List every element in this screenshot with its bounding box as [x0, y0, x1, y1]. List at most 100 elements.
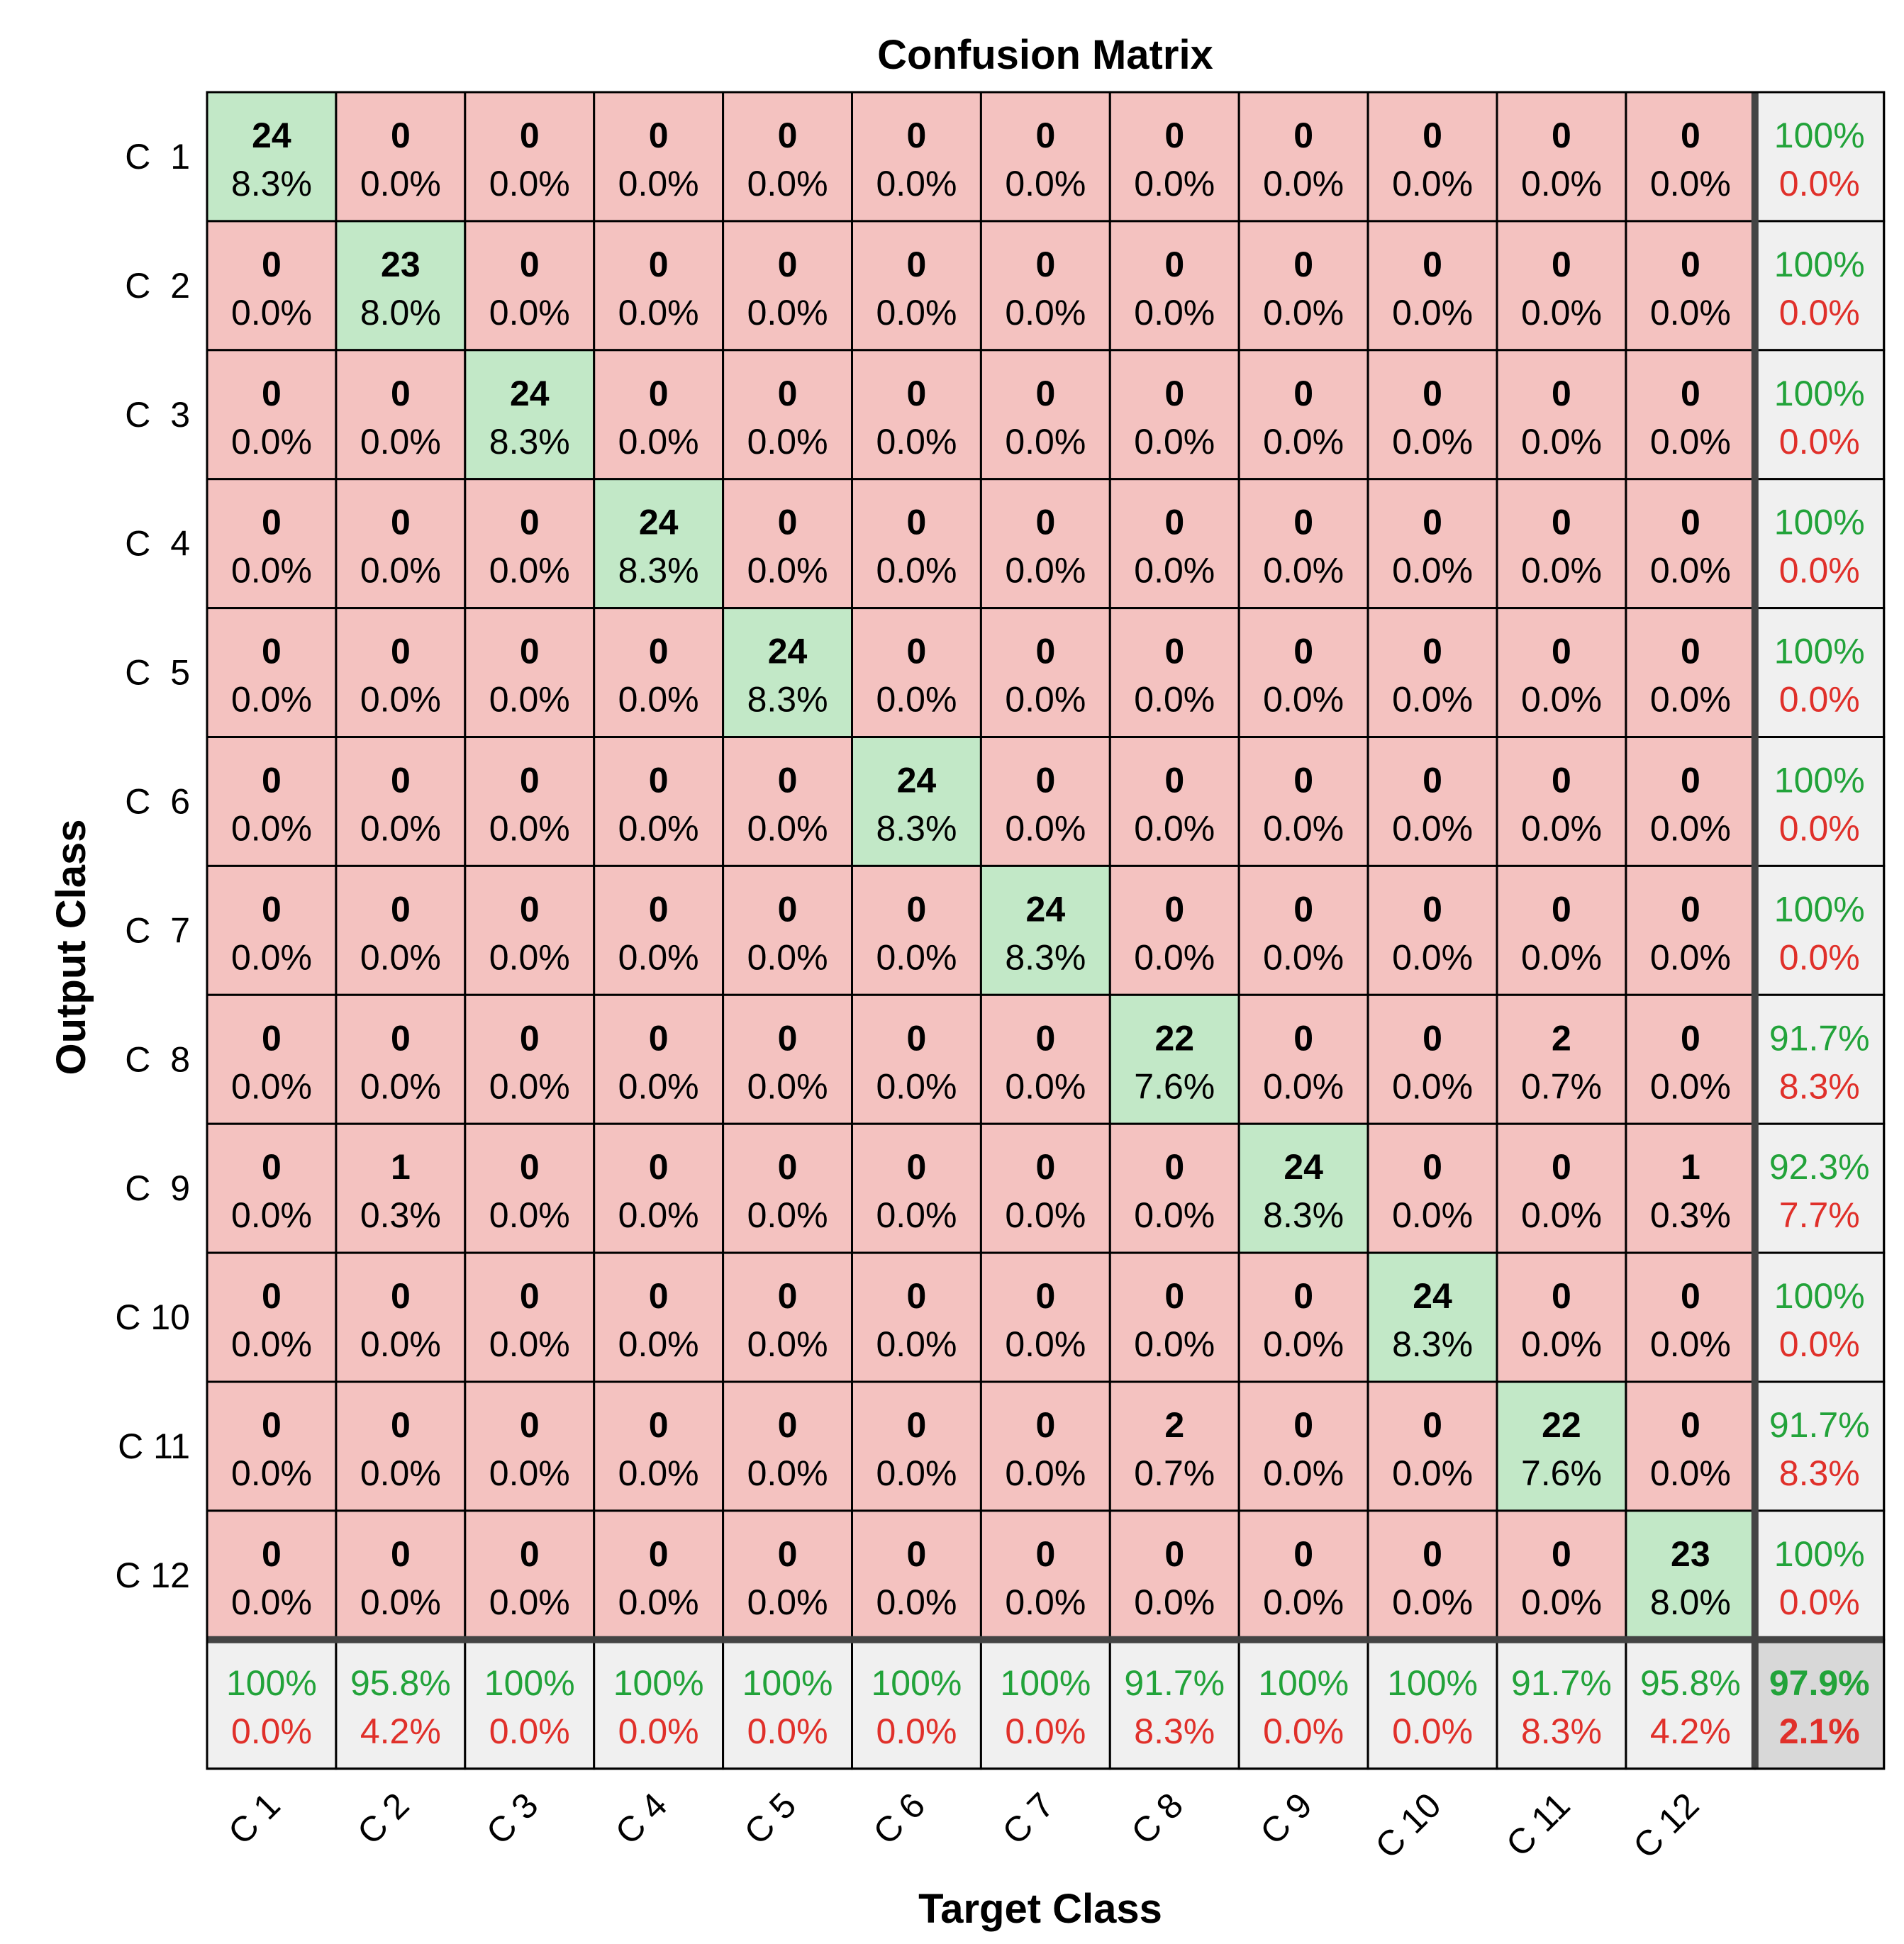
error-cell: [722, 1251, 853, 1383]
error-cell: [206, 349, 338, 481]
col-summary-cell: [1366, 1638, 1498, 1770]
cell-percent: 0.0%: [1134, 293, 1215, 333]
error-cell: [335, 607, 467, 738]
row-summary-error: 0.0%: [1779, 293, 1860, 333]
error-cell: [206, 736, 338, 867]
cell-count: 0: [907, 245, 927, 284]
cell-percent: 0.0%: [1650, 1324, 1731, 1364]
cell-count: 0: [1164, 503, 1184, 542]
error-cell: [593, 736, 725, 867]
cell-percent: 0.0%: [1392, 1195, 1473, 1235]
x-axis-label: Target Class: [918, 1886, 1162, 1932]
cell-percent: 0.0%: [1392, 1453, 1473, 1493]
col-summary-error: 4.2%: [1650, 1711, 1731, 1751]
cell-count: 0: [778, 245, 798, 284]
row-tick-label: C 1: [125, 137, 190, 177]
col-tick-label: C 5: [737, 1785, 804, 1853]
error-cell: [851, 993, 982, 1125]
row-tick-label: C 12: [115, 1555, 190, 1595]
row-summary-error: 0.0%: [1779, 1324, 1860, 1364]
cell-count: 0: [907, 1405, 927, 1445]
cell-count: 22: [1542, 1405, 1581, 1445]
cell-percent: 0.0%: [1005, 164, 1086, 203]
cell-count: 0: [262, 889, 282, 929]
cell-count: 0: [391, 374, 411, 413]
cell-percent: 0.0%: [1005, 293, 1086, 333]
cell-count: 0: [649, 1534, 669, 1574]
cell-count: 0: [649, 1018, 669, 1058]
cell-percent: 0.0%: [876, 680, 957, 720]
cell-count: 0: [262, 245, 282, 284]
cell-count: 0: [1423, 761, 1442, 800]
cell-count: 0: [1552, 116, 1571, 155]
col-summary-correct: 100%: [1387, 1663, 1478, 1703]
cell-count: 0: [1164, 889, 1184, 929]
cell-percent: 8.0%: [360, 293, 441, 333]
error-cell: [722, 736, 853, 867]
row-tick-label: C 6: [125, 781, 190, 821]
cell-count: 24: [639, 503, 679, 542]
cell-count: 0: [1293, 245, 1313, 284]
error-cell: [464, 478, 596, 610]
cell-count: 0: [907, 1018, 927, 1058]
error-cell: [464, 1251, 596, 1383]
cell-percent: 8.3%: [747, 680, 828, 720]
cell-count: 0: [1293, 761, 1313, 800]
error-cell: [1366, 736, 1498, 867]
cell-count: 0: [1035, 1147, 1055, 1187]
cell-percent: 0.0%: [618, 293, 699, 333]
cell-count: 0: [778, 1147, 798, 1187]
cell-percent: 0.0%: [1005, 422, 1086, 462]
cell-count: 0: [649, 374, 669, 413]
error-cell: [593, 1251, 725, 1383]
cell-percent: 0.0%: [1005, 1324, 1086, 1364]
cell-percent: 0.0%: [1392, 809, 1473, 849]
col-summary-correct: 91.7%: [1124, 1663, 1225, 1703]
cell-percent: 0.0%: [489, 809, 570, 849]
cell-count: 0: [907, 1276, 927, 1316]
error-cell: [979, 736, 1111, 867]
cell-count: 0: [1035, 761, 1055, 800]
correct-cell: [593, 478, 725, 610]
cell-count: 0: [262, 503, 282, 542]
row-summary-error: 8.3%: [1779, 1066, 1860, 1106]
cell-percent: 0.0%: [1263, 1582, 1344, 1622]
cell-count: 0: [649, 632, 669, 671]
error-cell: [722, 349, 853, 481]
cell-count: 24: [1413, 1276, 1452, 1316]
cell-count: 0: [520, 503, 540, 542]
cell-percent: 0.0%: [747, 937, 828, 977]
error-cell: [851, 478, 982, 610]
cell-count: 1: [1681, 1147, 1700, 1187]
cell-percent: 0.0%: [1392, 551, 1473, 591]
error-cell: [1237, 993, 1369, 1125]
cell-count: 0: [1164, 632, 1184, 671]
cell-percent: 0.0%: [1005, 1195, 1086, 1235]
cell-percent: 0.0%: [876, 1066, 957, 1106]
cell-percent: 0.0%: [489, 1324, 570, 1364]
cell-count: 0: [1164, 374, 1184, 413]
cell-percent: 0.0%: [1650, 1453, 1731, 1493]
cell-count: 0: [649, 1147, 669, 1187]
correct-cell: [1108, 993, 1240, 1125]
cell-count: 0: [1293, 1405, 1313, 1445]
correct-cell: [1366, 1251, 1498, 1383]
matrix-cells: 24 8.3% 0 0.0% 0 0.0% 0 0.0% 0 0.0% 0 0.0% 0 0.0% 0 0.0…: [206, 91, 1886, 1770]
error-cell: [593, 220, 725, 352]
cell-percent: 0.0%: [1005, 1066, 1086, 1106]
error-cell: [464, 1122, 596, 1254]
cell-percent: 0.0%: [1134, 809, 1215, 849]
error-cell: [1496, 736, 1627, 867]
cell-count: 0: [1164, 245, 1184, 284]
cell-percent: 0.0%: [1134, 551, 1215, 591]
cell-percent: 0.0%: [360, 809, 441, 849]
cell-percent: 0.0%: [360, 937, 441, 977]
cell-percent: 0.0%: [489, 1066, 570, 1106]
row-tick-label: C 9: [125, 1168, 190, 1208]
cell-count: 0: [1552, 374, 1571, 413]
error-cell: [1366, 478, 1498, 610]
cell-percent: 0.0%: [876, 164, 957, 203]
cell-percent: 0.0%: [876, 1195, 957, 1235]
correct-cell: [464, 349, 596, 481]
